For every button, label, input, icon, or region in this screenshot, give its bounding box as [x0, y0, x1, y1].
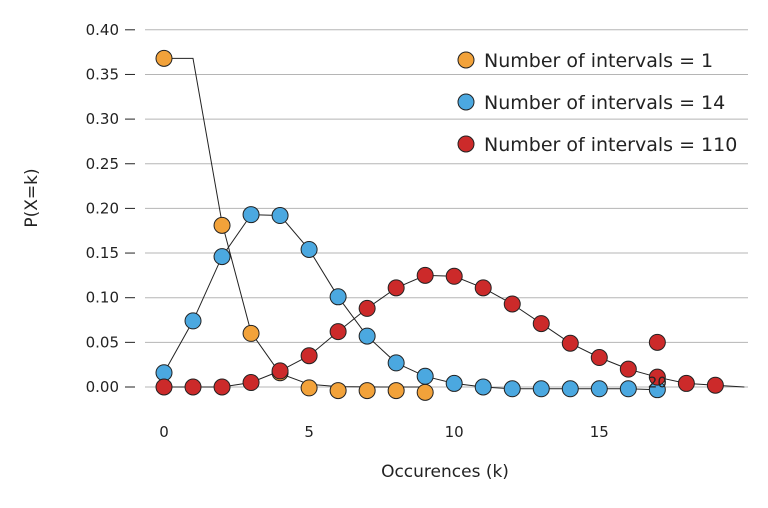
series-2-point: [271, 207, 289, 225]
series-2-point: [155, 364, 173, 382]
series-3-point: [619, 360, 637, 378]
series-2-point: [329, 288, 347, 306]
series-3-point: [358, 299, 376, 317]
series-3-point: [445, 267, 463, 285]
series-3-point: [329, 323, 347, 341]
series-1-point: [155, 49, 173, 67]
y-tick-label: 0.05: [86, 333, 119, 351]
series-1-point: [242, 324, 260, 342]
series-3-point: [677, 374, 695, 392]
y-tick-label: 0.25: [86, 155, 119, 173]
series-1-point: [329, 382, 347, 400]
series-3-point: [184, 378, 202, 396]
series-3-point: [155, 378, 173, 396]
series-2-line: [163, 214, 658, 391]
x-axis: 0 5 10 15: [159, 423, 609, 441]
series-3-point: [271, 362, 289, 380]
series-3-point: [300, 347, 318, 365]
y-tick-label: 0.35: [86, 65, 119, 83]
series-3-point: [532, 315, 550, 333]
series-2-point: [387, 354, 405, 372]
y-tick-label: 0.10: [86, 289, 119, 307]
x-tick-label: 0: [159, 423, 169, 441]
annotation-label: 20: [648, 374, 667, 392]
x-axis-title: Occurences (k): [381, 462, 509, 482]
series-1-point: [213, 216, 231, 234]
series-2-point: [213, 248, 231, 266]
y-tick-label: 0.20: [86, 199, 119, 217]
y-axis-title: P(X=k): [22, 168, 42, 227]
series-3-point: [387, 279, 405, 297]
series-3-point: [590, 349, 608, 367]
y-tick-label: 0.00: [86, 378, 119, 396]
series-1-point: [358, 382, 376, 400]
series-2-point: [358, 327, 376, 345]
series-2-point: [503, 380, 521, 398]
series-3-point: [213, 378, 231, 396]
legend-label-2: Number of intervals = 14: [484, 92, 725, 114]
series-3-point: [706, 376, 724, 394]
series-1-point: [300, 379, 318, 397]
series-2-point: [300, 240, 318, 258]
gridlines: [145, 29, 748, 388]
series-3-point: [648, 333, 666, 351]
series-2-point: [561, 380, 579, 398]
y-tick-label: 0.40: [86, 21, 119, 39]
x-tick-label: 10: [445, 423, 464, 441]
series-2-point: [474, 378, 492, 396]
legend-marker-1: [457, 51, 475, 69]
series-2-point: [445, 374, 463, 392]
series-3-point: [648, 368, 666, 386]
series-2-point: [416, 367, 434, 385]
series-3-point: [561, 334, 579, 352]
series-1-line: [164, 57, 426, 388]
y-axis: 0.00 0.05 0.10 0.15 0.20 0.25 0.30 0.35 0.40: [86, 21, 135, 396]
y-tick-label: 0.15: [86, 244, 119, 262]
series-3-point: [416, 266, 434, 284]
series-2-point: [242, 206, 260, 224]
legend-label-1: Number of intervals = 1: [484, 50, 713, 72]
series-2-point: [532, 380, 550, 398]
legend-marker-2: [457, 93, 475, 111]
legend-marker-3: [457, 135, 475, 153]
series-2-point: [184, 312, 202, 330]
series-1-point: [387, 382, 405, 400]
y-tick-label: 0.30: [86, 110, 119, 128]
legend-label-3: Number of intervals = 110: [484, 134, 737, 156]
legend: Number of intervals = 1 Number of interva…: [457, 50, 737, 156]
x-tick-label: 15: [590, 423, 609, 441]
series-points: [155, 49, 724, 401]
x-tick-label: 5: [304, 423, 314, 441]
series-2-point: [619, 380, 637, 398]
series-3-point: [503, 295, 521, 313]
series-3-point: [474, 279, 492, 297]
series-2-point: [590, 380, 608, 398]
series-1-point: [416, 383, 434, 401]
series-3-point: [242, 374, 260, 392]
annotations: 20: [648, 374, 667, 392]
